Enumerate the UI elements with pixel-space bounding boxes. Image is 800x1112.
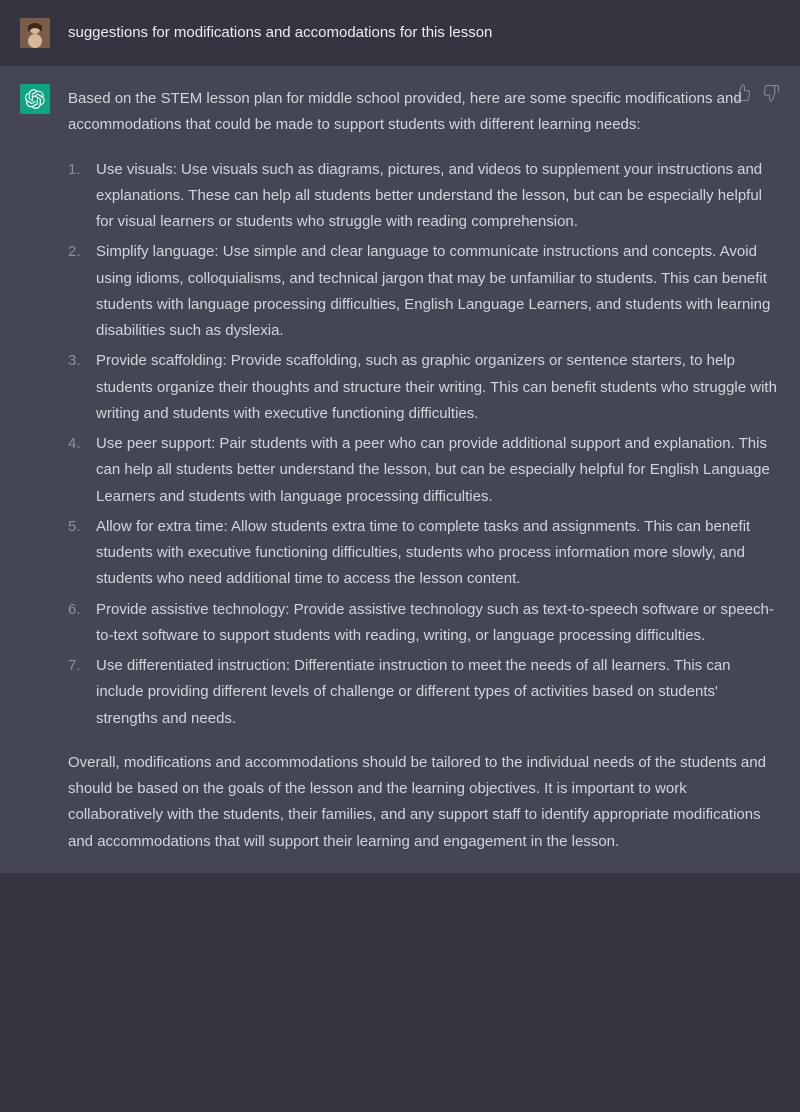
- thumbs-down-icon: [762, 84, 780, 102]
- thumbs-down-button[interactable]: [762, 84, 780, 102]
- suggestions-list: Use visuals: Use visuals such as diagram…: [68, 157, 780, 732]
- assistant-message-row: Based on the STEM lesson plan for middle…: [0, 66, 800, 873]
- response-outro: Overall, modifications and accommodation…: [68, 750, 780, 855]
- openai-logo-icon: [25, 89, 45, 109]
- list-item: Provide scaffolding: Provide scaffolding…: [68, 348, 780, 427]
- list-item: Use visuals: Use visuals such as diagram…: [68, 157, 780, 236]
- list-item: Allow for extra time: Allow students ext…: [68, 514, 780, 593]
- list-item: Provide assistive technology: Provide as…: [68, 597, 780, 650]
- thumbs-up-icon: [734, 84, 752, 102]
- user-message-text: suggestions for modifications and accomo…: [68, 24, 492, 41]
- assistant-message-content: Based on the STEM lesson plan for middle…: [68, 84, 780, 855]
- list-item: Use peer support: Pair students with a p…: [68, 431, 780, 510]
- list-item: Use differentiated instruction: Differen…: [68, 653, 780, 732]
- user-avatar-icon: [20, 18, 50, 48]
- feedback-buttons: [734, 84, 780, 102]
- user-message-row: suggestions for modifications and accomo…: [0, 0, 800, 66]
- list-item: Simplify language: Use simple and clear …: [68, 239, 780, 344]
- user-message-content: suggestions for modifications and accomo…: [68, 18, 780, 48]
- thumbs-up-button[interactable]: [734, 84, 752, 102]
- user-avatar: [20, 18, 50, 48]
- assistant-avatar: [20, 84, 50, 114]
- response-intro: Based on the STEM lesson plan for middle…: [68, 86, 780, 139]
